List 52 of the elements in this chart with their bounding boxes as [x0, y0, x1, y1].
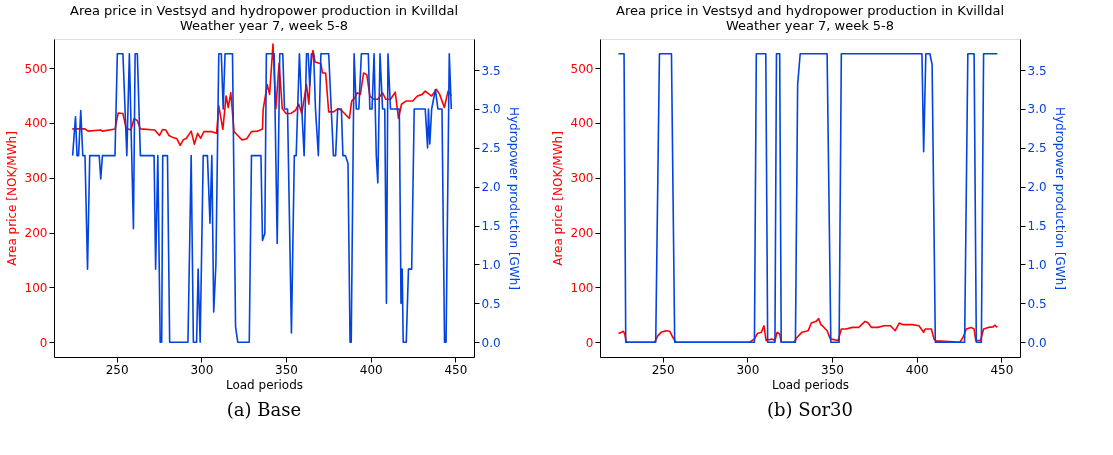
- y2-tick-label: 1.0: [1027, 257, 1047, 272]
- chart-subtitle: Weather year 7, week 5-8: [725, 18, 895, 33]
- y2-tick-label: 0.5: [1027, 296, 1047, 311]
- y2-tick-label: 1.0: [481, 257, 501, 272]
- y-tick-label: 300: [24, 171, 48, 186]
- y-tick-label: 400: [24, 116, 48, 131]
- chart-title: Area price in Vestsyd and hydropower production in Kvilldal: [69, 3, 459, 18]
- x-axis-title: Load periods: [771, 377, 850, 392]
- line-series: [71, 52, 453, 344]
- text: (b) Sor30: [767, 399, 853, 420]
- y-tick-label: 0: [585, 335, 594, 350]
- chart-subtitle: Weather year 7, week 5-8: [179, 18, 349, 33]
- y2-tick-label: 3.0: [1027, 102, 1047, 117]
- y2-tick-label: 3.5: [481, 63, 501, 78]
- x-axis-title: Load periods: [225, 377, 304, 392]
- x-tick-label: 300: [736, 362, 760, 377]
- text: (a) Base: [226, 399, 302, 420]
- x-tick-label: 450: [444, 362, 468, 377]
- y2-tick-label: 3.0: [481, 102, 501, 117]
- y-tick-label: 100: [570, 280, 594, 295]
- y-tick-label: 300: [570, 171, 594, 186]
- x-tick-label: 300: [190, 362, 214, 377]
- chart-title: Area price in Vestsyd and hydropower production in Kvilldal: [615, 3, 1005, 18]
- y2-tick-label: 0.0: [1027, 335, 1047, 350]
- x-tick-label: 250: [105, 362, 129, 377]
- y2-tick-label: 1.5: [481, 219, 501, 234]
- y2-axis-title: Hydropower production [GWh]: [506, 106, 521, 291]
- y-tick-label: 400: [570, 116, 594, 131]
- y2-axis-title: Hydropower production [GWh]: [1052, 106, 1067, 291]
- x-tick-label: 350: [821, 362, 844, 377]
- y2-tick-label: 0.0: [481, 335, 501, 350]
- y-tick-label: 100: [24, 280, 48, 295]
- y2-tick-label: 2.5: [1027, 141, 1047, 156]
- x-tick-label: 400: [905, 362, 929, 377]
- y-tick-label: 500: [24, 61, 48, 76]
- y2-tick-label: 3.5: [1027, 63, 1047, 78]
- line-series: [617, 52, 999, 344]
- y2-tick-label: 1.5: [1027, 219, 1047, 234]
- y2-tick-label: 2.0: [1027, 180, 1047, 195]
- y2-tick-label: 2.5: [481, 141, 501, 156]
- y-axis-title: Area price [NOK/MWh]: [4, 131, 19, 266]
- y2-tick-label: 2.0: [481, 180, 501, 195]
- y-tick-label: 500: [570, 61, 594, 76]
- y-tick-label: 0: [39, 335, 48, 350]
- x-tick-label: 400: [359, 362, 383, 377]
- y2-tick-label: 0.5: [481, 296, 501, 311]
- x-tick-label: 250: [651, 362, 675, 377]
- y-tick-label: 200: [24, 226, 48, 241]
- y-tick-label: 200: [570, 226, 594, 241]
- x-tick-label: 350: [275, 362, 298, 377]
- x-tick-label: 450: [990, 362, 1014, 377]
- y-axis-title: Area price [NOK/MWh]: [550, 131, 565, 266]
